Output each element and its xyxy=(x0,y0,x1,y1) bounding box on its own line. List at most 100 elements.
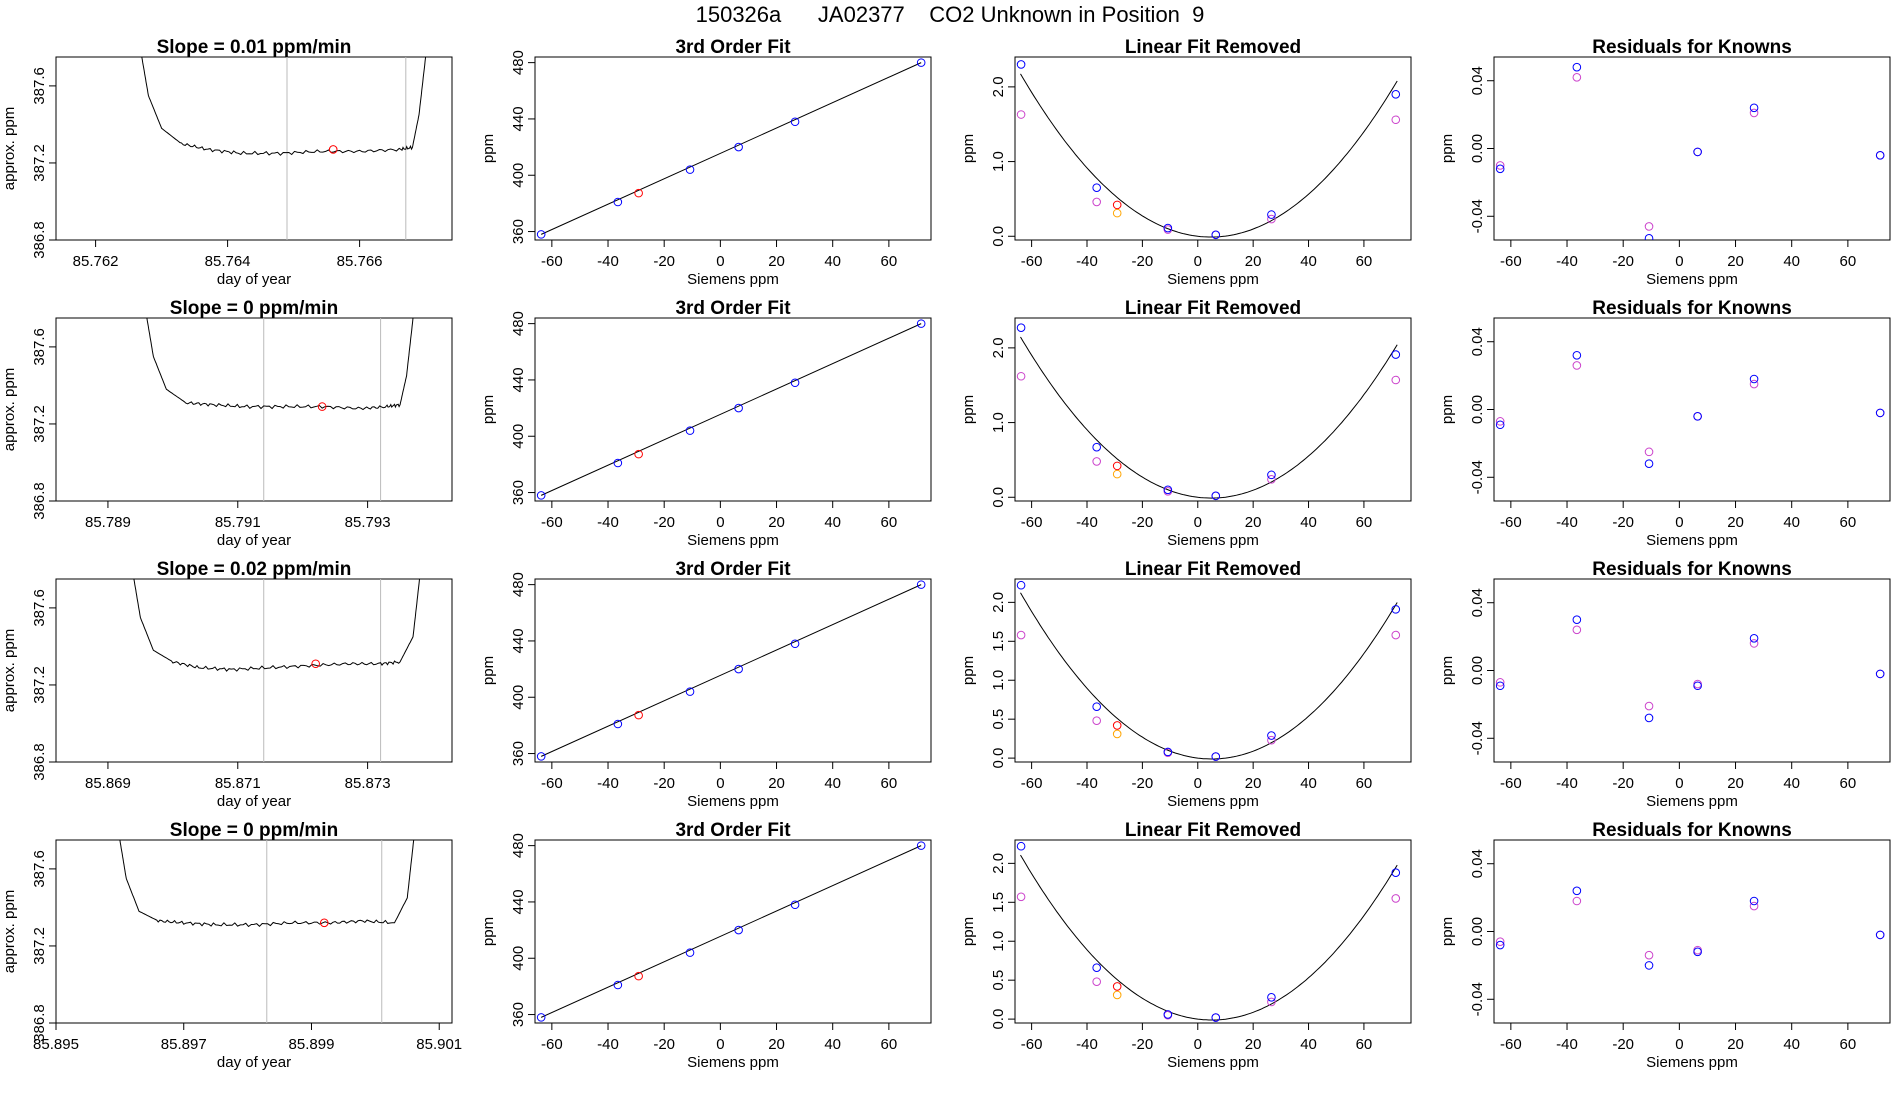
chart-title: Residuals for Knowns xyxy=(1592,559,1792,580)
plot-frame xyxy=(55,317,453,502)
x-tick-label: 20 xyxy=(768,775,785,792)
x-axis-label: Siemens ppm xyxy=(1167,793,1259,810)
known-point xyxy=(734,142,743,152)
x-tick-label: -60 xyxy=(1021,253,1043,270)
alt-point xyxy=(1749,108,1759,118)
x-tick-label: -60 xyxy=(1021,1036,1043,1053)
x-tick-label: 60 xyxy=(881,514,898,531)
x-tick-label: -20 xyxy=(1612,514,1634,531)
y-tick-label: 0.00 xyxy=(1469,134,1486,163)
alt-point xyxy=(1016,630,1026,640)
known-point xyxy=(1267,210,1276,219)
y-tick-label: 0.00 xyxy=(1469,395,1486,424)
alt-point xyxy=(1267,997,1276,1007)
x-tick-label: 0 xyxy=(716,514,724,531)
x-tick-label: 85.764 xyxy=(205,253,251,270)
known-point xyxy=(1693,681,1702,691)
y-tick-label: 1.0 xyxy=(990,670,1007,691)
x-tick-label: -20 xyxy=(653,253,675,270)
x-axis-label: Siemens ppm xyxy=(687,1054,779,1071)
x-tick-label: -60 xyxy=(541,775,563,792)
plot-frame xyxy=(1493,317,1891,502)
chart-title: 3rd Order Fit xyxy=(675,820,791,841)
known-point xyxy=(1572,350,1582,360)
x-axis-label: Siemens ppm xyxy=(1646,793,1738,810)
plot-frame xyxy=(55,839,453,1024)
x-axis-label: day of year xyxy=(217,793,291,810)
chart-panel: Residuals for Knowns -60 -40 -20 0 20 40 60 -0.0… xyxy=(1439,298,1891,549)
alt-point xyxy=(1749,901,1759,911)
unknown-point xyxy=(634,710,643,720)
y-axis-label: ppm xyxy=(480,656,497,685)
x-tick-label: 40 xyxy=(1300,1036,1317,1053)
known-point xyxy=(1092,963,1101,973)
known-point xyxy=(1749,896,1759,906)
known-point xyxy=(1211,752,1221,761)
x-tick-label: 20 xyxy=(768,1036,785,1053)
alt-point xyxy=(1267,214,1276,224)
alt-point xyxy=(1749,379,1759,389)
unknown-point xyxy=(311,659,320,669)
alt-point xyxy=(1693,945,1702,955)
y-tick-label: 0.5 xyxy=(990,970,1007,991)
x-tick-label: 85.895 xyxy=(33,1036,79,1053)
page-title: 150326a JA02377 CO2 Unknown in Position … xyxy=(695,2,1205,27)
known-point xyxy=(734,403,743,413)
y-tick-label: 1.5 xyxy=(990,892,1007,913)
known-point xyxy=(1495,681,1505,691)
x-tick-label: 60 xyxy=(1356,514,1373,531)
y-tick-label: 400 xyxy=(510,163,527,188)
x-tick-label: 60 xyxy=(1356,253,1373,270)
y-tick-label: 1.5 xyxy=(990,631,1007,652)
chart-panel: Slope = 0.01 ppm/min 85.762 85.764 85.766 38… xyxy=(1,37,453,288)
x-tick-label: -40 xyxy=(597,253,619,270)
known-point xyxy=(1495,164,1505,174)
known-point xyxy=(734,664,743,674)
known-point xyxy=(1016,580,1026,590)
known-point xyxy=(1267,470,1276,480)
x-tick-label: 60 xyxy=(1840,1036,1857,1053)
alt-point xyxy=(1644,950,1654,960)
known-point xyxy=(734,925,743,935)
unknown-alt-point xyxy=(1112,208,1122,218)
alt-point xyxy=(1016,371,1026,381)
x-tick-label: 85.793 xyxy=(345,514,391,531)
y-tick-label: 2.0 xyxy=(990,76,1007,97)
known-point xyxy=(685,426,695,435)
alt-point xyxy=(1572,361,1582,370)
fit-line xyxy=(540,845,922,1018)
alt-point xyxy=(1267,735,1276,745)
x-tick-label: 20 xyxy=(768,253,785,270)
chart-title: Slope = 0 ppm/min xyxy=(170,820,338,841)
alt-point xyxy=(1016,892,1026,902)
plot-frame xyxy=(1493,56,1891,241)
x-tick-label: 20 xyxy=(1727,253,1744,270)
y-tick-label: 2.0 xyxy=(990,337,1007,358)
known-point xyxy=(1163,1010,1173,1019)
x-tick-label: -60 xyxy=(1500,775,1522,792)
known-point xyxy=(1495,940,1505,950)
x-tick-label: -60 xyxy=(1500,1036,1522,1053)
alt-point xyxy=(1391,630,1401,640)
x-tick-label: 20 xyxy=(1727,514,1744,531)
alt-point xyxy=(1693,679,1702,689)
y-tick-label: 387.6 xyxy=(31,67,48,105)
x-axis-label: Siemens ppm xyxy=(687,793,779,810)
alt-point xyxy=(1391,894,1401,903)
x-axis-label: Siemens ppm xyxy=(1646,271,1738,288)
x-tick-label: -40 xyxy=(597,1036,619,1053)
y-tick-label: 0.04 xyxy=(1469,66,1486,95)
x-tick-label: -40 xyxy=(1556,775,1578,792)
x-tick-label: -20 xyxy=(653,1036,675,1053)
y-tick-label: 360 xyxy=(510,480,527,505)
chart-title: 3rd Order Fit xyxy=(675,298,791,319)
y-tick-label: 1.0 xyxy=(990,151,1007,172)
chart-panel: Slope = 0 ppm/min 85.789 85.791 85.793 386.8… xyxy=(1,298,453,549)
known-point xyxy=(1749,634,1759,643)
plot-frame xyxy=(1014,578,1412,763)
x-tick-label: 0 xyxy=(1194,253,1202,270)
known-point xyxy=(1875,669,1885,679)
known-point xyxy=(613,980,623,990)
y-axis-label: ppm xyxy=(1439,134,1456,163)
y-tick-label: 0.0 xyxy=(990,226,1007,247)
